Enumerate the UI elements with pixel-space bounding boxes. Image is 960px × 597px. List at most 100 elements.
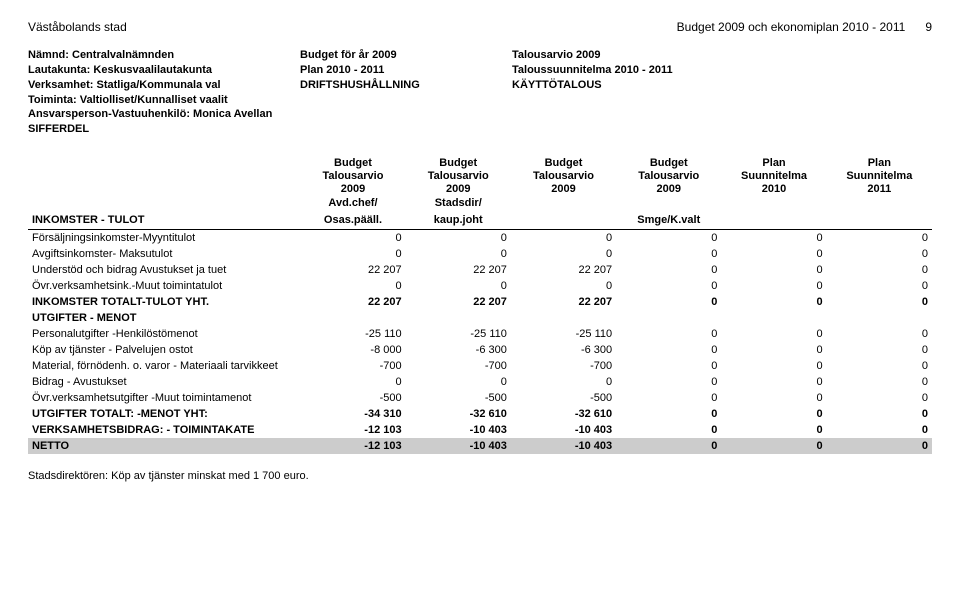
r2-v0: 0 [300, 246, 405, 262]
ch4-l2: Suunnitelma [725, 170, 822, 183]
r9-label: Bidrag - Avustukset [28, 374, 300, 390]
r4-v4: 0 [721, 278, 826, 294]
sh0: Osas.pääll. [300, 212, 405, 230]
ch3-l3: 2009 [620, 183, 717, 196]
ch2-l1: Budget [515, 157, 612, 170]
row-r8: Material, förnödenh. o. varor - Materiaa… [28, 358, 932, 374]
r5-v3: 0 [616, 294, 721, 310]
r3-v3: 0 [616, 262, 721, 278]
table-body: Försäljningsinkomster-Myyntitulot 0 0 0 … [28, 230, 932, 455]
ch5-l3: 2011 [831, 183, 928, 196]
r1-v4: 0 [721, 230, 826, 247]
r4-label: Övr.verksamhetsink.-Muut toimintatulot [28, 278, 300, 294]
r1-v1: 0 [406, 230, 511, 247]
r6-v0: -25 110 [300, 326, 405, 342]
r12-v2: -10 403 [511, 422, 616, 438]
r13-v4: 0 [721, 438, 826, 454]
meta-left-3: Verksamhet: Statliga/Kommunala val [28, 78, 288, 93]
r11-v2: -32 610 [511, 406, 616, 422]
meta-right-1: Taloussuunnitelma 2010 - 2011 [512, 63, 932, 78]
r2-v4: 0 [721, 246, 826, 262]
r8-v2: -700 [511, 358, 616, 374]
r2-v1: 0 [406, 246, 511, 262]
r10-v1: -500 [406, 390, 511, 406]
r3-v1: 22 207 [406, 262, 511, 278]
budget-table: Budget Talousarvio 2009 Avd.chef/ Budget… [28, 155, 932, 454]
r9-v3: 0 [616, 374, 721, 390]
r9-v2: 0 [511, 374, 616, 390]
r11-v4: 0 [721, 406, 826, 422]
meta-mid-2: DRIFTSHUSHÅLLNING [300, 78, 500, 93]
col-head-0: Budget Talousarvio 2009 Avd.chef/ [300, 155, 405, 212]
header-right: Budget 2009 och ekonomiplan 2010 - 2011 [677, 20, 906, 34]
r2-v3: 0 [616, 246, 721, 262]
r11-v3: 0 [616, 406, 721, 422]
r7-v0: -8 000 [300, 342, 405, 358]
r10-v2: -500 [511, 390, 616, 406]
header-left: Väståbolands stad [28, 20, 127, 34]
row-netto: NETTO -12 103 -10 403 -10 403 0 0 0 [28, 438, 932, 454]
r3-v5: 0 [827, 262, 932, 278]
meta-block: Nämnd: Centralvalnämnden Lautakunta: Kes… [28, 48, 932, 137]
row-r3: Understöd och bidrag Avustukset ja tuet … [28, 262, 932, 278]
r7-v3: 0 [616, 342, 721, 358]
r6-v5: 0 [827, 326, 932, 342]
ch5-l1: Plan [831, 157, 928, 170]
r10-v5: 0 [827, 390, 932, 406]
meta-left-0: Nämnd: Centralvalnämnden [28, 48, 288, 63]
row-r12: VERKSAMHETSBIDRAG: - TOIMINTAKATE -12 10… [28, 422, 932, 438]
footnote: Stadsdirektören: Köp av tjänster minskat… [28, 470, 932, 482]
ch3-l1: Budget [620, 157, 717, 170]
meta-right-0: Talousarvio 2009 [512, 48, 932, 63]
r12-v3: 0 [616, 422, 721, 438]
ch0-l2: Talousarvio [304, 170, 401, 183]
r8-v0: -700 [300, 358, 405, 374]
r10-v0: -500 [300, 390, 405, 406]
r12-v1: -10 403 [406, 422, 511, 438]
col-head-1: Budget Talousarvio 2009 Stadsdir/ [406, 155, 511, 212]
section-utgifter-label: UTGIFTER - MENOT [28, 310, 932, 326]
r5-v4: 0 [721, 294, 826, 310]
r3-v4: 0 [721, 262, 826, 278]
r2-v5: 0 [827, 246, 932, 262]
ch1-l4: Stadsdir/ [410, 197, 507, 210]
meta-left-4: Toiminta: Valtiolliset/Kunnalliset vaali… [28, 93, 288, 108]
r5-v5: 0 [827, 294, 932, 310]
r5-v0: 22 207 [300, 294, 405, 310]
r6-v3: 0 [616, 326, 721, 342]
col-head-5: Plan Suunnitelma 2011 [827, 155, 932, 212]
row-r1: Försäljningsinkomster-Myyntitulot 0 0 0 … [28, 230, 932, 247]
r12-v0: -12 103 [300, 422, 405, 438]
col-head-2: Budget Talousarvio 2009 [511, 155, 616, 212]
r4-v0: 0 [300, 278, 405, 294]
r2-label: Avgiftsinkomster- Maksutulot [28, 246, 300, 262]
meta-right-2: KÄYTTÖTALOUS [512, 78, 932, 93]
meta-mid-0: Budget för år 2009 [300, 48, 500, 63]
meta-left-1: Lautakunta: Keskusvaalilautakunta [28, 63, 288, 78]
r1-label: Försäljningsinkomster-Myyntitulot [28, 230, 300, 247]
ch1-l3: 2009 [410, 183, 507, 196]
r8-v4: 0 [721, 358, 826, 374]
row-r5: INKOMSTER TOTALT-TULOT YHT. 22 207 22 20… [28, 294, 932, 310]
r10-v3: 0 [616, 390, 721, 406]
ch0-l3: 2009 [304, 183, 401, 196]
r8-v3: 0 [616, 358, 721, 374]
r7-v4: 0 [721, 342, 826, 358]
sh4 [721, 212, 826, 230]
ch3-l2: Talousarvio [620, 170, 717, 183]
ch4-l3: 2010 [725, 183, 822, 196]
r11-v0: -34 310 [300, 406, 405, 422]
r13-v0: -12 103 [300, 438, 405, 454]
r11-v1: -32 610 [406, 406, 511, 422]
ch5-l2: Suunnitelma [831, 170, 928, 183]
meta-left: Nämnd: Centralvalnämnden Lautakunta: Kes… [28, 48, 288, 137]
sh5 [827, 212, 932, 230]
r12-v5: 0 [827, 422, 932, 438]
row-r2: Avgiftsinkomster- Maksutulot 0 0 0 0 0 0 [28, 246, 932, 262]
col-head-4: Plan Suunnitelma 2010 [721, 155, 826, 212]
row-r6: Personalutgifter -Henkilöstömenot -25 11… [28, 326, 932, 342]
ch4-l1: Plan [725, 157, 822, 170]
row-r11: UTGIFTER TOTALT: -MENOT YHT: -34 310 -32… [28, 406, 932, 422]
r7-label: Köp av tjänster - Palvelujen ostot [28, 342, 300, 358]
r12-v4: 0 [721, 422, 826, 438]
